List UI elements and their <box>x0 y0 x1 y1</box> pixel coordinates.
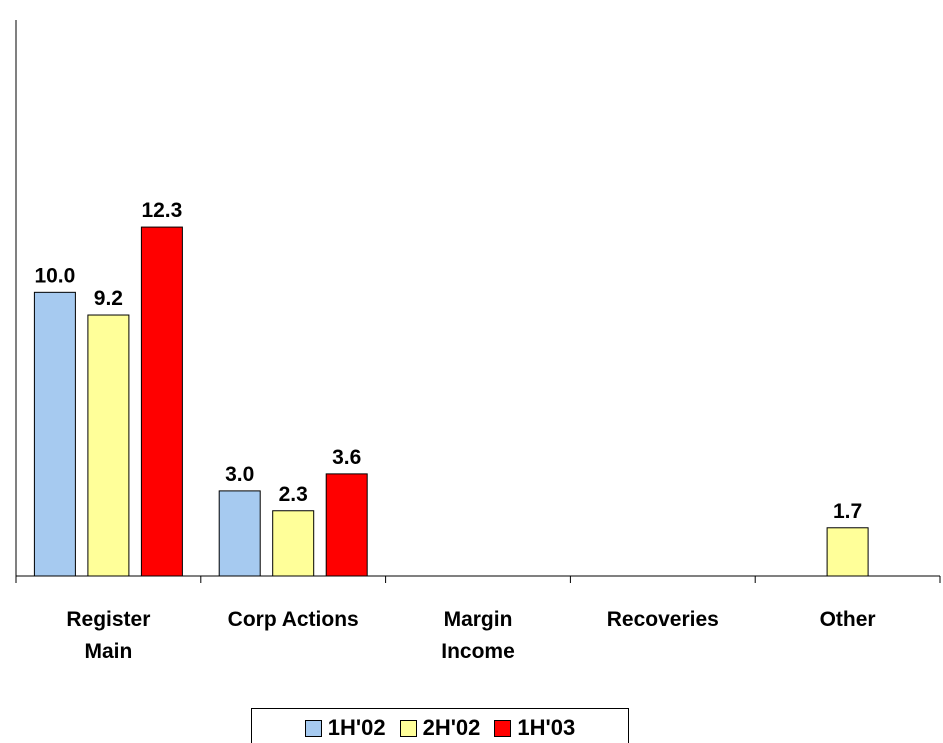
bar <box>218 490 261 577</box>
bar <box>33 291 76 577</box>
bar <box>140 226 183 577</box>
chart: 10.0 3.0 9.2 2.3 1.7 12.3 3.6 <box>15 20 941 583</box>
x-tick-label: Corp Actions <box>227 608 359 631</box>
x-tick-label: Register Main <box>66 608 151 663</box>
legend: 1H'02 2H'02 1H'03 <box>251 708 629 743</box>
legend-item: 1H'03 <box>494 715 575 741</box>
legend-swatch <box>494 719 512 737</box>
legend-label: 2H'02 <box>422 715 481 740</box>
legend-swatch <box>304 719 322 737</box>
legend-swatch <box>399 719 417 737</box>
x-tick-label: Margin Income <box>441 608 515 663</box>
data-label: 3.0 <box>225 463 254 486</box>
data-label: 9.2 <box>94 287 123 310</box>
bar <box>272 510 315 577</box>
legend-label: 1H'02 <box>327 715 386 740</box>
data-label: 10.0 <box>34 264 75 287</box>
legend-label: 1H'03 <box>517 715 576 740</box>
legend-item: 1H'02 <box>304 715 386 741</box>
data-label: 3.6 <box>332 446 361 469</box>
bar <box>87 314 130 577</box>
bar <box>325 473 368 577</box>
x-tick-label: Other <box>819 608 876 631</box>
x-tick-label: Recoveries <box>606 608 719 631</box>
data-label: 12.3 <box>141 199 182 222</box>
data-label: 2.3 <box>279 483 308 506</box>
legend-item: 2H'02 <box>399 715 481 741</box>
data-label: 1.7 <box>833 500 862 523</box>
bar <box>826 527 869 577</box>
